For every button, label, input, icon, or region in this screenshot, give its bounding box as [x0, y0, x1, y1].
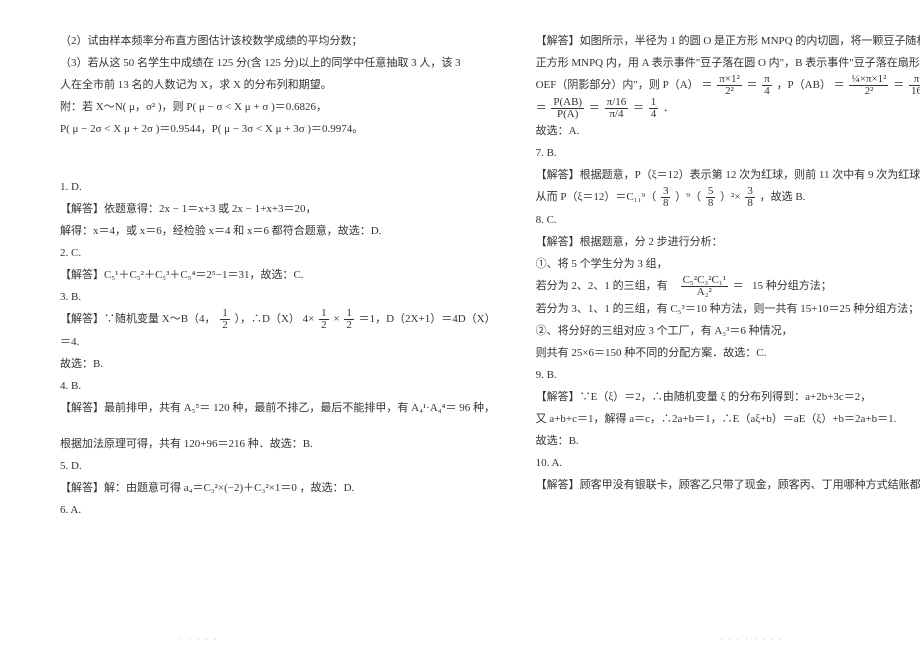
ans2-pre: 【解答】	[60, 269, 104, 281]
ans6-num: 6. A.	[60, 499, 496, 521]
ans1-l2: 解得：x＝4，或 x＝6，经检验 x＝4 和 x＝6 都符合题意，故选：D.	[60, 220, 496, 242]
frac-half3-icon: 12	[344, 308, 354, 331]
r2: 正方形 MNPQ 内，用 A 表示事件"豆子落在圆 O 内"，B 表示事件"豆子…	[536, 52, 920, 74]
frac-comb-icon: C₅²C₃²C₁¹A₂²	[681, 275, 728, 298]
right-column: 【解答】如图所示，半径为 1 的圆 O 是正方形 MNPQ 的内切圆，将一颗豆子…	[526, 30, 920, 630]
r4-post: ．	[663, 102, 674, 114]
frac-14-icon: 14	[649, 97, 659, 120]
ans3-num: 3. B.	[60, 286, 496, 308]
r4: ＝ P(AB)P(A) ＝ π/16π/4 ＝ 14 ．	[536, 97, 920, 120]
ans10-num: 10. A.	[536, 452, 920, 474]
frac-qpi-icon: ¼×π×1²2²	[849, 74, 888, 97]
ans8-l3: 若分为 2、2、1 的三组，有 C₅²C₃²C₁¹A₂² ＝ 15 种分组方法；	[536, 275, 920, 298]
r5: 故选：A.	[536, 120, 920, 142]
ans9-l3: 故选：B.	[536, 430, 920, 452]
frac-pi16-icon: π16	[909, 74, 920, 97]
ans3-l3: 故选：B.	[60, 353, 496, 375]
r3-pre: OEF（阴影部分）内"，则 P（A）	[536, 79, 699, 91]
ans10-l1: 【解答】顾客甲没有银联卡，顾客乙只带了现金，顾客丙、丁用哪种方式结账都可以，	[536, 474, 920, 496]
a7-mid2: ）²×	[720, 191, 741, 203]
ans4-pre: 【解答】最前排甲，共有	[60, 402, 181, 414]
ans4-mid: 120 种，最前不排乙，最后不能排甲，有	[213, 402, 408, 414]
left-column: （2）试由样本频率分布直方图估计该校数学成绩的平均分数； （3）若从这 50 名…	[60, 30, 526, 630]
frac-38b-icon: 38	[745, 186, 755, 209]
eq2: ＝	[747, 79, 758, 91]
frac-pi4-icon: π4	[762, 74, 772, 97]
ans8-l2: ①、将 5 个学生分为 3 组，	[536, 253, 920, 275]
ans5-l1: 【解答】解：由题意可得 a₄＝C₃²×(−2)＋C₃²×1＝0 ，故选：D.	[60, 477, 496, 499]
ans5-num: 5. D.	[60, 455, 496, 477]
A55: A₅⁵＝	[184, 402, 211, 414]
footer-left: . . . . .	[180, 632, 218, 642]
ans7-l1: 【解答】根据题意，P（ξ＝12）表示第 12 次为红球，则前 11 次中有 9 …	[536, 164, 920, 186]
ans4-post: 96 种，	[459, 402, 495, 414]
ans5-post: ，故选：D.	[300, 482, 355, 494]
ans9-num: 9. B.	[536, 364, 920, 386]
a8l3-post: 15 种分组方法；	[752, 280, 832, 292]
footer-right: . . . . . . . .	[720, 632, 784, 642]
hint2: P( μ − 2σ < X μ + 2σ )＝0.9544，P( μ − 3σ …	[60, 118, 496, 140]
eq5: ＝	[589, 102, 600, 114]
frac-half2-icon: 12	[319, 308, 329, 331]
ans2-num: 2. C.	[60, 242, 496, 264]
r3-mid: ，P（AB）	[777, 79, 831, 91]
ans4-l1: 【解答】最前排甲，共有 A₅⁵＝ 120 种，最前不排乙，最后不能排甲，有 A₄…	[60, 397, 496, 419]
ans2-l1: 【解答】C₅¹＋C₅²＋C₅³＋C₅⁴＝2⁵−1＝31，故选：C.	[60, 264, 496, 286]
page: （2）试由样本频率分布直方图估计该校数学成绩的平均分数； （3）若从这 50 名…	[0, 0, 920, 650]
r1: 【解答】如图所示，半径为 1 的圆 O 是正方形 MNPQ 的内切圆，将一颗豆子…	[536, 30, 920, 52]
ans4-l2: 根据加法原理可得，共有 120+96＝216 种．故选：B.	[60, 433, 496, 455]
ans3-l1: 【解答】∵随机变量 X～B（4， 12 ），∴D（X） 4× 12 × 12 ＝…	[60, 308, 496, 331]
eq3: ＝	[834, 79, 845, 91]
ans8-l4: 若分为 3、1、1 的三组，有 C₅³＝10 种方法，则一共有 15+10＝25…	[536, 298, 920, 320]
ans7-l2: 从而 P（ξ＝12）＝C₁₁⁹（ 38 ）⁹（ 58 ）²× 38 ，故选 B.	[536, 186, 920, 209]
eq4: ＝	[893, 79, 904, 91]
ans1-l1: 【解答】依题意得：2x − 1＝x+3 或 2x − 1+x+3＝20，	[60, 198, 496, 220]
frac-pab-icon: P(AB)P(A)	[551, 97, 584, 120]
a7-post: ，故选 B.	[760, 191, 806, 203]
ans3-eq: ＝1，D（2X+1）＝4D（X）	[359, 313, 496, 325]
frac-pi16pi4-icon: π/16π/4	[605, 97, 629, 120]
A14A44: A₄¹·A₄⁴＝	[411, 402, 456, 414]
frac-38a-icon: 38	[661, 186, 671, 209]
ans1-num: 1. D.	[60, 176, 496, 198]
a8l3-pre: 若分为 2、2、1 的三组，有	[536, 280, 668, 292]
frac-58-icon: 58	[706, 186, 716, 209]
q2: （2）试由样本频率分布直方图估计该校数学成绩的平均分数；	[60, 30, 496, 52]
ans9-l1: 【解答】∵E（ξ）＝2，∴由随机变量 ξ 的分布列得到：a+2b+3c＝2，	[536, 386, 920, 408]
ans4-num: 4. B.	[60, 375, 496, 397]
ans5-math: a₄＝C₃²×(−2)＋C₃²×1＝0	[184, 482, 297, 494]
hint1: 附：若 X～N( μ，σ² )，则 P( μ − σ < X μ + σ )＝0…	[60, 96, 496, 118]
q3b: 人在全市前 13 名的人数记为 X，求 X 的分布列和期望。	[60, 74, 496, 96]
ans3-l2: ＝4.	[60, 331, 496, 353]
ans8-l6: 则共有 25×6＝150 种不同的分配方案．故选：C.	[536, 342, 920, 364]
eq7: ＝	[733, 280, 744, 292]
a7-mid1: ）⁹（	[675, 191, 701, 203]
q3a: （3）若从这 50 名学生中成绩在 125 分(含 125 分)以上的同学中任意…	[60, 52, 496, 74]
ans8-l1: 【解答】根据题意，分 2 步进行分析：	[536, 231, 920, 253]
ans7-num: 7. B.	[536, 142, 920, 164]
ans2-math: C₅¹＋C₅²＋C₅³＋C₅⁴＝2⁵−1＝31	[104, 269, 249, 281]
ans3-pre: 【解答】∵随机变量 X～B（4，	[60, 313, 216, 325]
ans5-pre: 【解答】解：由题意可得	[60, 482, 181, 494]
eq6: ＝	[633, 102, 644, 114]
r3: OEF（阴影部分）内"，则 P（A） ＝ π×1²2² ＝ π4 ，P（AB） …	[536, 74, 920, 97]
r4-pre: ＝	[536, 102, 547, 114]
ans9-l2: 又 a+b+c＝1，解得 a＝c，∴2a+b＝1，∴E（aξ+b）＝aE（ξ）+…	[536, 408, 920, 430]
ans2-post: ，故选：C.	[249, 269, 303, 281]
a7-pre: 从而 P（ξ＝12）＝C₁₁⁹（	[536, 191, 657, 203]
expr-4half: 4×	[303, 313, 315, 325]
ans3-post: ），∴D（X）	[235, 313, 300, 325]
eq1: ＝	[701, 79, 712, 91]
frac-pi12-icon: π×1²2²	[717, 74, 742, 97]
ans8-num: 8. C.	[536, 209, 920, 231]
ans8-l5: ②、将分好的三组对应 3 个工厂，有 A₃³＝6 种情况，	[536, 320, 920, 342]
frac-half-icon: 12	[220, 308, 230, 331]
